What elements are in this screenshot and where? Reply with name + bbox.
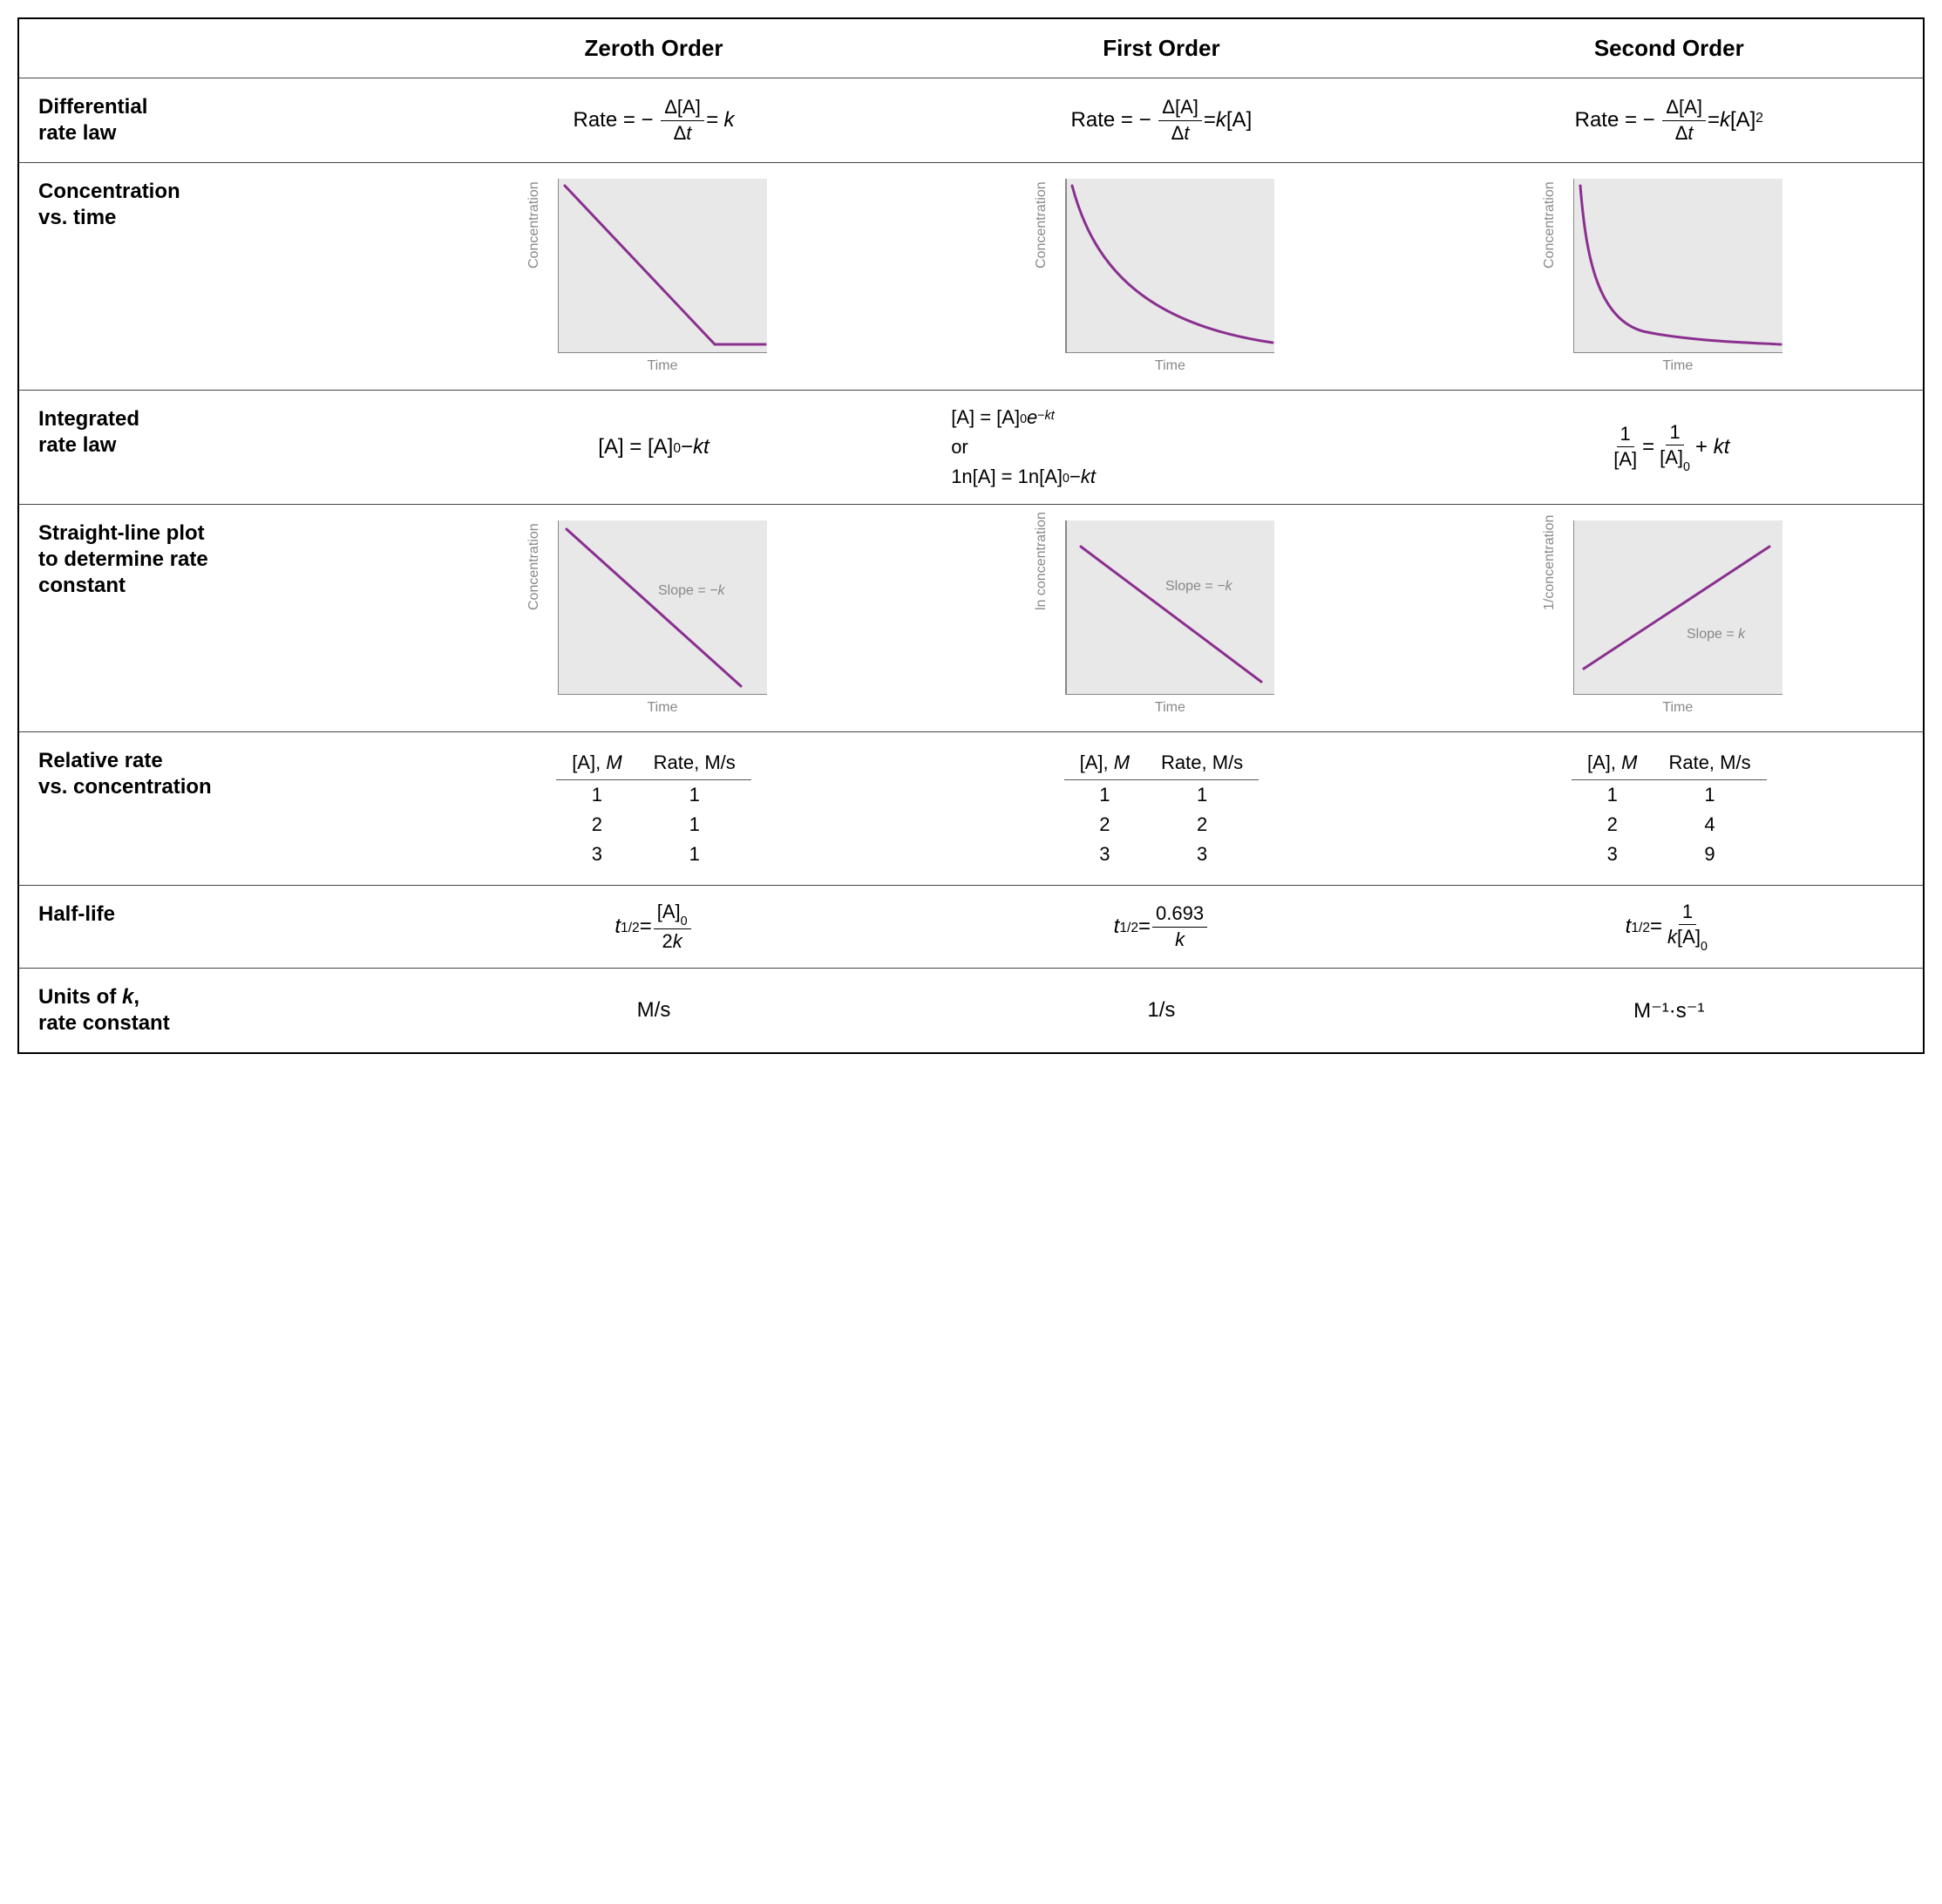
xlabel: Time [1065,358,1274,374]
reltable-second: [A], MRate, M/s 11 24 39 [1416,732,1923,885]
slope-label: Slope = k [1687,627,1746,642]
header-first: First Order [907,19,1415,78]
half-zeroth: t1/2 = [A]02k [400,886,907,968]
line-zeroth [567,529,741,686]
graph-conc-first: Concentration Time [907,163,1415,390]
graph-conc-second: Concentration Time [1416,163,1923,390]
xlabel: Time [1065,700,1274,716]
plot-area [558,179,767,353]
header-blank [19,19,400,78]
xlabel: Time [1573,358,1782,374]
row-conc-time: Concentrationvs. time Concentration Time… [19,163,1923,391]
lineplot-second: 1/concentration Slope = k Time [1416,505,1923,731]
row-integrated: Integratedrate law [A] = [A]0 − kt [A] =… [19,391,1923,505]
label-half-life: Half-life [19,886,400,968]
reltable-zeroth: [A], MRate, M/s 11 21 31 [400,732,907,885]
integ-zeroth: [A] = [A]0 − kt [400,391,907,504]
header-second: Second Order [1416,19,1923,78]
slope-label: Slope = −k [658,583,726,598]
slope-label: Slope = −k [1165,579,1233,594]
row-straight-line: Straight-line plotto determine rateconst… [19,505,1923,732]
diff-second: Rate = − Δ[A]Δt = k[A]2 [1416,78,1923,162]
row-half-life: Half-life t1/2 = [A]02k t1/2 = 0.693k t1… [19,886,1923,969]
ylabel: Concentration [1034,181,1049,269]
header-row: Zeroth Order First Order Second Order [19,19,1923,78]
label-straight-line: Straight-line plotto determine rateconst… [19,505,400,731]
half-first: t1/2 = 0.693k [907,886,1415,968]
half-second: t1/2 = 1k[A]0 [1416,886,1923,968]
lineplot-zeroth: Concentration Slope = −k Time [400,505,907,731]
curve-second [1580,186,1781,344]
header-zeroth: Zeroth Order [400,19,907,78]
mini-table: [A], MRate, M/s 11 21 31 [556,748,751,869]
line-first [1081,547,1261,682]
xlabel: Time [1573,700,1782,716]
ylabel: Concentration [1542,181,1558,269]
ylabel: Concentration [526,523,542,610]
integ-second: 1[A] = 1[A]0 + kt [1416,391,1923,504]
units-second: M⁻¹·s⁻¹ [1416,969,1923,1052]
units-first: 1/s [907,969,1415,1052]
ylabel: 1/concentration [1542,515,1558,610]
lineplot-first: ln concentration Slope = −k Time [907,505,1415,731]
xlabel: Time [558,358,767,374]
label-relative: Relative ratevs. concentration [19,732,400,885]
integ-first: [A] = [A]0e −kt or 1n[A] = 1n[A]0 − kt [907,391,1415,504]
ylabel: ln concentration [1034,512,1049,610]
reltable-first: [A], MRate, M/s 11 22 33 [907,732,1415,885]
label-differential: Differentialrate law [19,78,400,162]
diff-first: Rate = − Δ[A]Δt = k[A] [907,78,1415,162]
line-second [1584,547,1769,669]
xlabel: Time [558,700,767,716]
row-relative-rate: Relative ratevs. concentration [A], MRat… [19,732,1923,886]
units-zeroth: M/s [400,969,907,1052]
diff-zeroth: Rate = − Δ[A]Δt = k [400,78,907,162]
ylabel: Concentration [526,181,542,269]
row-differential: Differentialrate law Rate = − Δ[A]Δt = k… [19,78,1923,163]
graph-conc-zeroth: Concentration Time [400,163,907,390]
label-units: Units of k,rate constant [19,969,400,1052]
label-integrated: Integratedrate law [19,391,400,504]
curve-first [1072,186,1273,343]
label-conc-time: Concentrationvs. time [19,163,400,390]
curve-zeroth [565,186,765,344]
rate-law-table: Zeroth Order First Order Second Order Di… [17,17,1925,1054]
row-units: Units of k,rate constant M/s 1/s M⁻¹·s⁻¹ [19,969,1923,1052]
